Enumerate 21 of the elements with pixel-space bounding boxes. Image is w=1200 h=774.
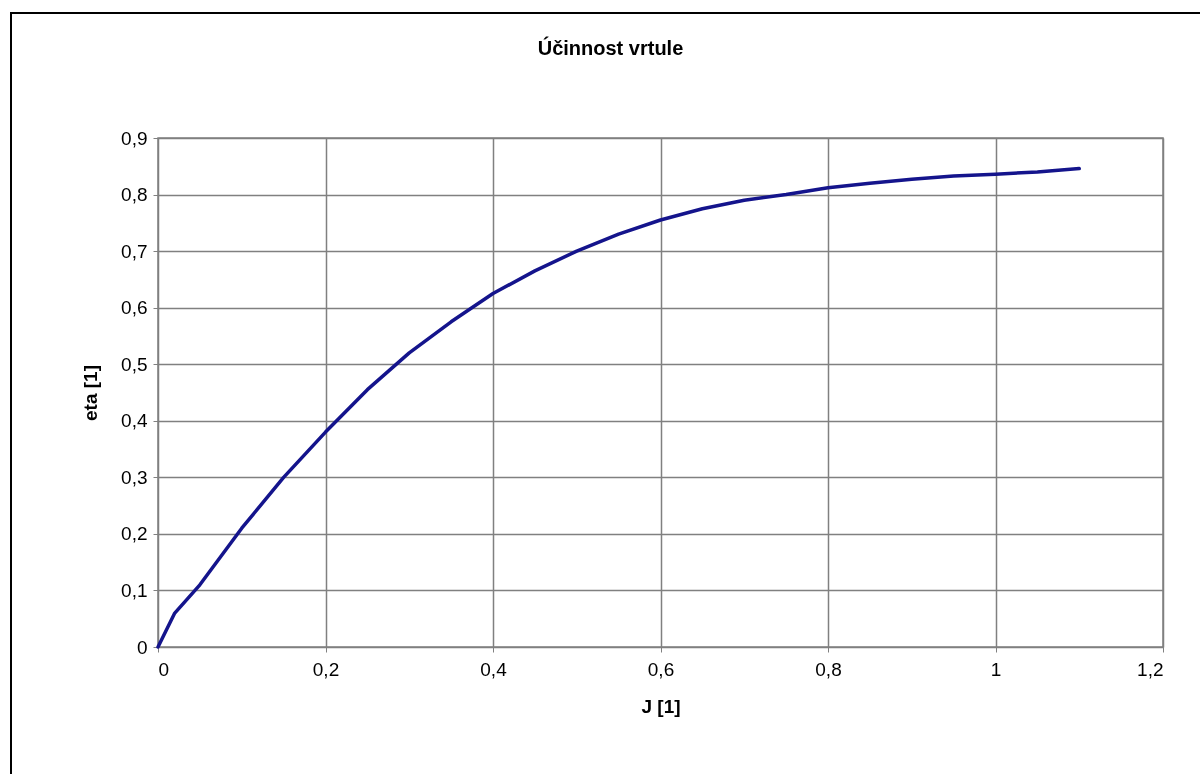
- line-series: [156, 166, 1081, 649]
- y-tick-label: 0,5: [121, 353, 148, 375]
- x-tick-label: 0,6: [647, 658, 675, 680]
- x-tick-label: 0,2: [312, 658, 340, 680]
- x-tick-label: 0: [158, 658, 170, 680]
- y-tick-label: 0,2: [121, 523, 148, 545]
- y-axis-title: eta [1]: [80, 365, 102, 421]
- x-tick-label: 0,4: [480, 658, 508, 680]
- y-tick-label: 0,3: [121, 466, 148, 488]
- y-tick-label: 0,9: [121, 127, 148, 149]
- y-tick-label: 0,4: [121, 410, 148, 432]
- y-tick-label: 0,8: [121, 184, 148, 206]
- chart-title: Účinnost vrtule: [537, 36, 684, 59]
- y-tick-label: 0: [136, 636, 148, 658]
- y-tick-label: 0,6: [121, 297, 148, 319]
- y-tick-label: 0,1: [121, 579, 148, 601]
- x-tick-label: 0,8: [815, 658, 842, 680]
- x-tick-label: 1: [990, 658, 1002, 680]
- y-tick-label: 0,7: [121, 240, 148, 262]
- x-axis-title: J [1]: [641, 695, 681, 717]
- x-tick-label: 1,2: [1137, 658, 1164, 680]
